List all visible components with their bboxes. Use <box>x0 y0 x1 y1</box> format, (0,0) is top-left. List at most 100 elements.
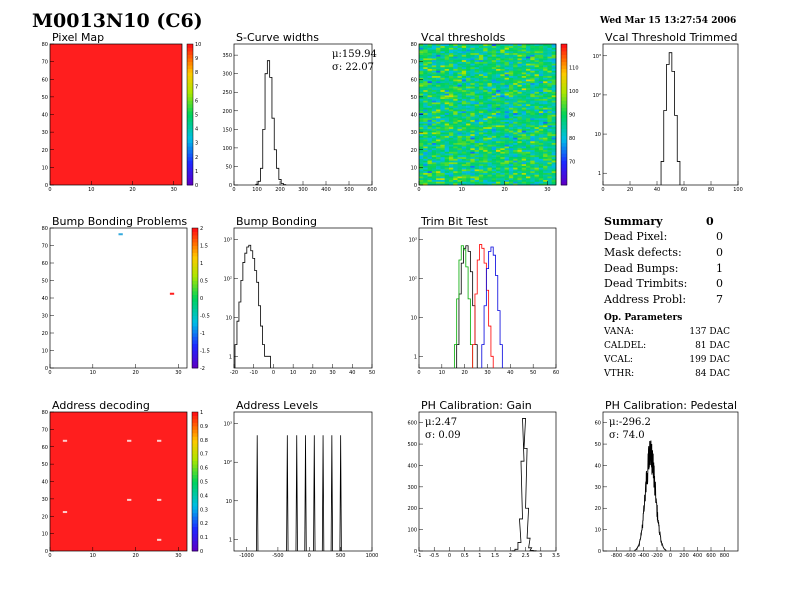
heatmap-cell <box>427 114 433 117</box>
heatmap-cell <box>453 72 458 75</box>
heatmap-cell <box>526 156 531 159</box>
heatmap-cell <box>474 160 480 163</box>
heatmap-cell <box>543 153 548 156</box>
palette-step <box>561 110 567 115</box>
heatmap-cell <box>513 130 518 133</box>
y-tick-label: 300 <box>222 72 232 78</box>
heatmap-cell <box>427 162 433 165</box>
palette-step <box>192 343 198 348</box>
heatmap-cell <box>470 112 475 115</box>
heatmap-cell <box>423 54 428 57</box>
heatmap-cell <box>444 79 450 82</box>
heatmap-cell <box>543 114 548 117</box>
heatmap-cell <box>436 47 441 50</box>
heatmap-cell <box>496 181 501 184</box>
y-tick-label: 10 <box>42 349 48 355</box>
heatmap-cell <box>474 112 480 115</box>
heatmap-cell <box>470 155 475 158</box>
heatmap-cell <box>419 160 424 163</box>
heatmap-cell <box>466 125 471 128</box>
heatmap-cell <box>431 52 437 55</box>
heatmap-cell <box>483 51 488 54</box>
heatmap-cell <box>444 156 450 159</box>
heatmap-cell <box>448 163 454 166</box>
heatmap-cell <box>478 139 484 142</box>
heatmap-cell <box>466 146 471 149</box>
heatmap-cell <box>487 165 493 168</box>
heatmap-cell <box>474 105 480 108</box>
heatmap-cell <box>478 165 484 168</box>
heatmap-cell <box>478 68 484 71</box>
heatmap-cell <box>487 146 493 149</box>
heatmap-cell <box>478 128 484 131</box>
heatmap-cell <box>444 112 450 115</box>
heatmap-cell <box>448 75 454 78</box>
heatmap-cell <box>534 114 540 117</box>
heatmap-cell <box>538 70 544 73</box>
heatmap-cell <box>461 102 467 105</box>
heatmap-cell <box>419 49 424 52</box>
heatmap-cell <box>496 98 501 101</box>
heatmap-cell <box>431 160 437 163</box>
palette-step <box>187 163 193 168</box>
heatmap-cell <box>474 82 480 85</box>
heatmap-cell <box>496 89 501 92</box>
palette-step <box>192 287 198 292</box>
heatmap-cell <box>534 68 540 71</box>
heatmap-cell <box>538 126 544 129</box>
heatmap-cell <box>500 88 505 91</box>
heatmap-cell <box>466 135 471 138</box>
heatmap-cell <box>504 162 510 165</box>
heatmap-cell <box>423 110 428 114</box>
heatmap-cell <box>431 179 437 182</box>
heatmap-cell <box>448 151 454 154</box>
heatmap-cell <box>504 163 510 166</box>
palette-step <box>561 167 567 172</box>
heatmap-cell <box>547 107 553 110</box>
heatmap-cell <box>440 163 445 166</box>
heatmap-cell <box>419 59 424 62</box>
heatmap-cell <box>526 100 531 103</box>
heatmap-cell <box>474 132 480 135</box>
heatmap-cell <box>436 86 441 89</box>
heatmap-cell <box>423 100 428 103</box>
heatmap-cell <box>423 44 428 47</box>
heatmap-cell <box>547 183 553 186</box>
heatmap-cell <box>457 140 463 143</box>
heatmap-cell <box>491 149 497 152</box>
heatmap-cell <box>457 132 463 135</box>
y-tick-label: 10² <box>224 460 232 466</box>
chart-title: Address Levels <box>236 399 318 412</box>
palette-tick-label: 0.5 <box>200 279 208 285</box>
heatmap-cell <box>551 181 557 184</box>
heatmap-cell <box>431 96 437 99</box>
heatmap-cell <box>551 132 557 135</box>
heatmap-cell <box>551 179 557 182</box>
palette-step <box>192 443 198 448</box>
y-tick-label: 100 <box>407 528 417 534</box>
heatmap-cell <box>496 72 501 75</box>
heatmap-cell <box>547 98 553 101</box>
heatmap-cell <box>444 144 450 147</box>
heatmap-cell <box>513 91 518 94</box>
heatmap-cell <box>474 128 480 131</box>
heatmap-cell <box>500 165 505 168</box>
heatmap-cell <box>491 167 497 170</box>
palette-step <box>192 354 198 358</box>
heatmap-cell <box>534 61 540 64</box>
heatmap-cell <box>470 125 475 128</box>
heatmap-cell <box>440 61 445 64</box>
heatmap-cell <box>508 153 514 156</box>
x-tick-label: 20 <box>132 370 138 376</box>
heatmap-cell <box>423 140 428 143</box>
heatmap-cell <box>423 158 428 161</box>
heatmap-cell <box>521 125 527 128</box>
palette-step <box>192 242 198 246</box>
heatmap-cell <box>487 167 493 170</box>
heatmap-cell <box>448 91 454 94</box>
heatmap-cell <box>470 156 475 159</box>
heatmap-cell <box>543 86 548 89</box>
heatmap-cell <box>483 119 488 122</box>
stat-sigma: σ: 0.09 <box>425 430 461 441</box>
